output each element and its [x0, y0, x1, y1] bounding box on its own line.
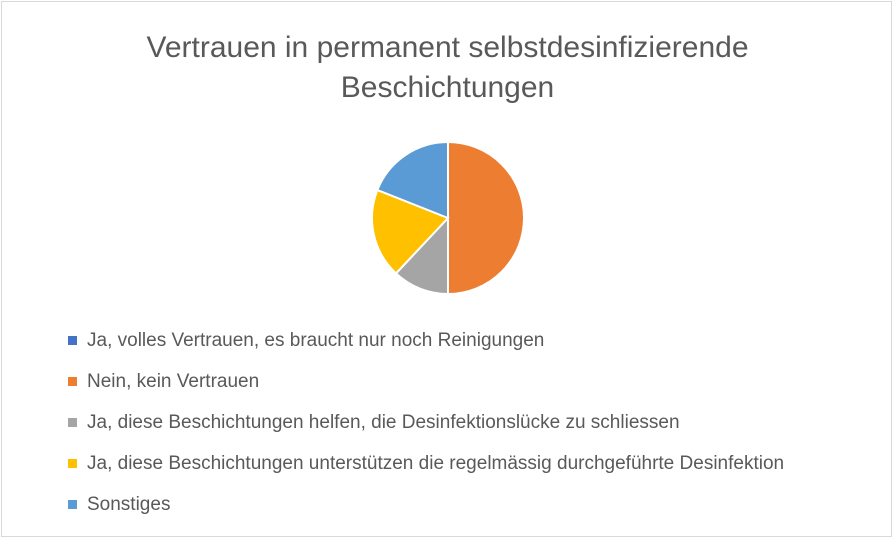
pie-chart [371, 140, 525, 296]
legend-item: Ja, diese Beschichtungen helfen, die Des… [68, 402, 784, 443]
legend-item: Ja, volles Vertrauen, es braucht nur noc… [68, 320, 784, 361]
pie-slice [447, 140, 525, 296]
legend-item: Sonstiges [68, 484, 784, 525]
chart-title-line-2: Beschichtungen [340, 71, 555, 104]
legend-label: Ja, diese Beschichtungen helfen, die Des… [87, 411, 680, 433]
legend-label: Sonstiges [87, 493, 171, 515]
legend: Ja, volles Vertrauen, es braucht nur noc… [68, 320, 784, 525]
legend-swatch [68, 418, 77, 427]
legend-swatch [68, 500, 77, 509]
legend-label: Ja, volles Vertrauen, es braucht nur noc… [87, 329, 545, 351]
pie-slice [376, 140, 449, 220]
legend-item: Nein, kein Vertrauen [68, 361, 784, 402]
legend-label: Ja, diese Beschichtungen unterstützen di… [87, 452, 785, 474]
legend-swatch [68, 336, 77, 345]
chart-title-line-1: Vertrauen in permanent selbstdesinfizier… [146, 31, 749, 64]
chart-title: Vertrauen in permanent selbstdesinfizier… [2, 28, 893, 108]
legend-swatch [68, 377, 77, 386]
legend-item: Ja, diese Beschichtungen unterstützen di… [68, 443, 784, 484]
legend-swatch [68, 459, 77, 468]
legend-label: Nein, kein Vertrauen [87, 370, 260, 392]
